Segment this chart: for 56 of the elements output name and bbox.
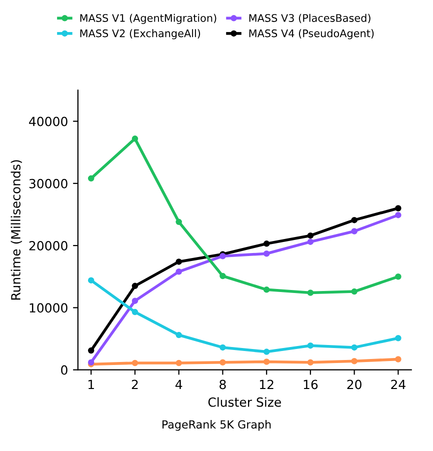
point [351, 344, 358, 351]
point [220, 272, 226, 280]
point [176, 268, 182, 275]
legend-label: MASS V2 (ExchangeAll) [80, 29, 200, 40]
legend-label: MASS V4 (PseudoAgent) [249, 29, 374, 40]
x-tick-label: 1 [88, 380, 94, 390]
point [263, 240, 270, 247]
y-tick-label: 20000 [29, 241, 68, 250]
point [351, 358, 358, 364]
point [351, 216, 358, 224]
x-tick-label: 8 [220, 380, 226, 390]
point [395, 205, 402, 212]
point [132, 298, 138, 304]
point [132, 136, 138, 142]
x-tick-label: 4 [175, 380, 182, 390]
point [395, 273, 402, 280]
point [351, 288, 358, 295]
point [220, 344, 226, 351]
y-tick-label: 0 [61, 365, 68, 375]
point [395, 212, 402, 218]
x-tick-label: 24 [391, 380, 406, 390]
point [220, 359, 226, 366]
y-tick-label: 40000 [29, 116, 68, 126]
point [263, 286, 270, 293]
x-tick-label: 2 [132, 380, 138, 390]
y-tick-label: 10000 [30, 303, 68, 313]
point [307, 238, 314, 245]
x-tick-label: 20 [347, 380, 362, 390]
x-tick-label: 12 [260, 380, 274, 390]
point [132, 308, 138, 316]
point [395, 335, 402, 342]
point [307, 290, 314, 296]
legend-label: MASS V3 (PlacesBased) [249, 14, 370, 24]
point [176, 332, 182, 338]
point [88, 347, 94, 354]
text: PageRank 5K Graph [162, 420, 271, 431]
point [263, 250, 270, 257]
legend-label: MASS V1 (AgentMigration) [80, 14, 216, 24]
point [307, 232, 314, 239]
x-tick-label: 16 [304, 380, 318, 390]
point [395, 356, 402, 362]
point [132, 282, 138, 290]
point [88, 175, 94, 182]
point [263, 348, 270, 355]
point [176, 218, 182, 226]
y-axis-title: Runtime (Milliseconds) [10, 160, 22, 300]
x-axis-title: Cluster Size [208, 397, 281, 407]
point [307, 359, 314, 366]
point [351, 228, 358, 234]
point [176, 360, 182, 366]
point [88, 277, 94, 284]
point [176, 258, 182, 265]
point [307, 342, 314, 349]
point [263, 358, 270, 365]
point [132, 360, 138, 366]
y-tick-label: 30000 [29, 178, 68, 188]
